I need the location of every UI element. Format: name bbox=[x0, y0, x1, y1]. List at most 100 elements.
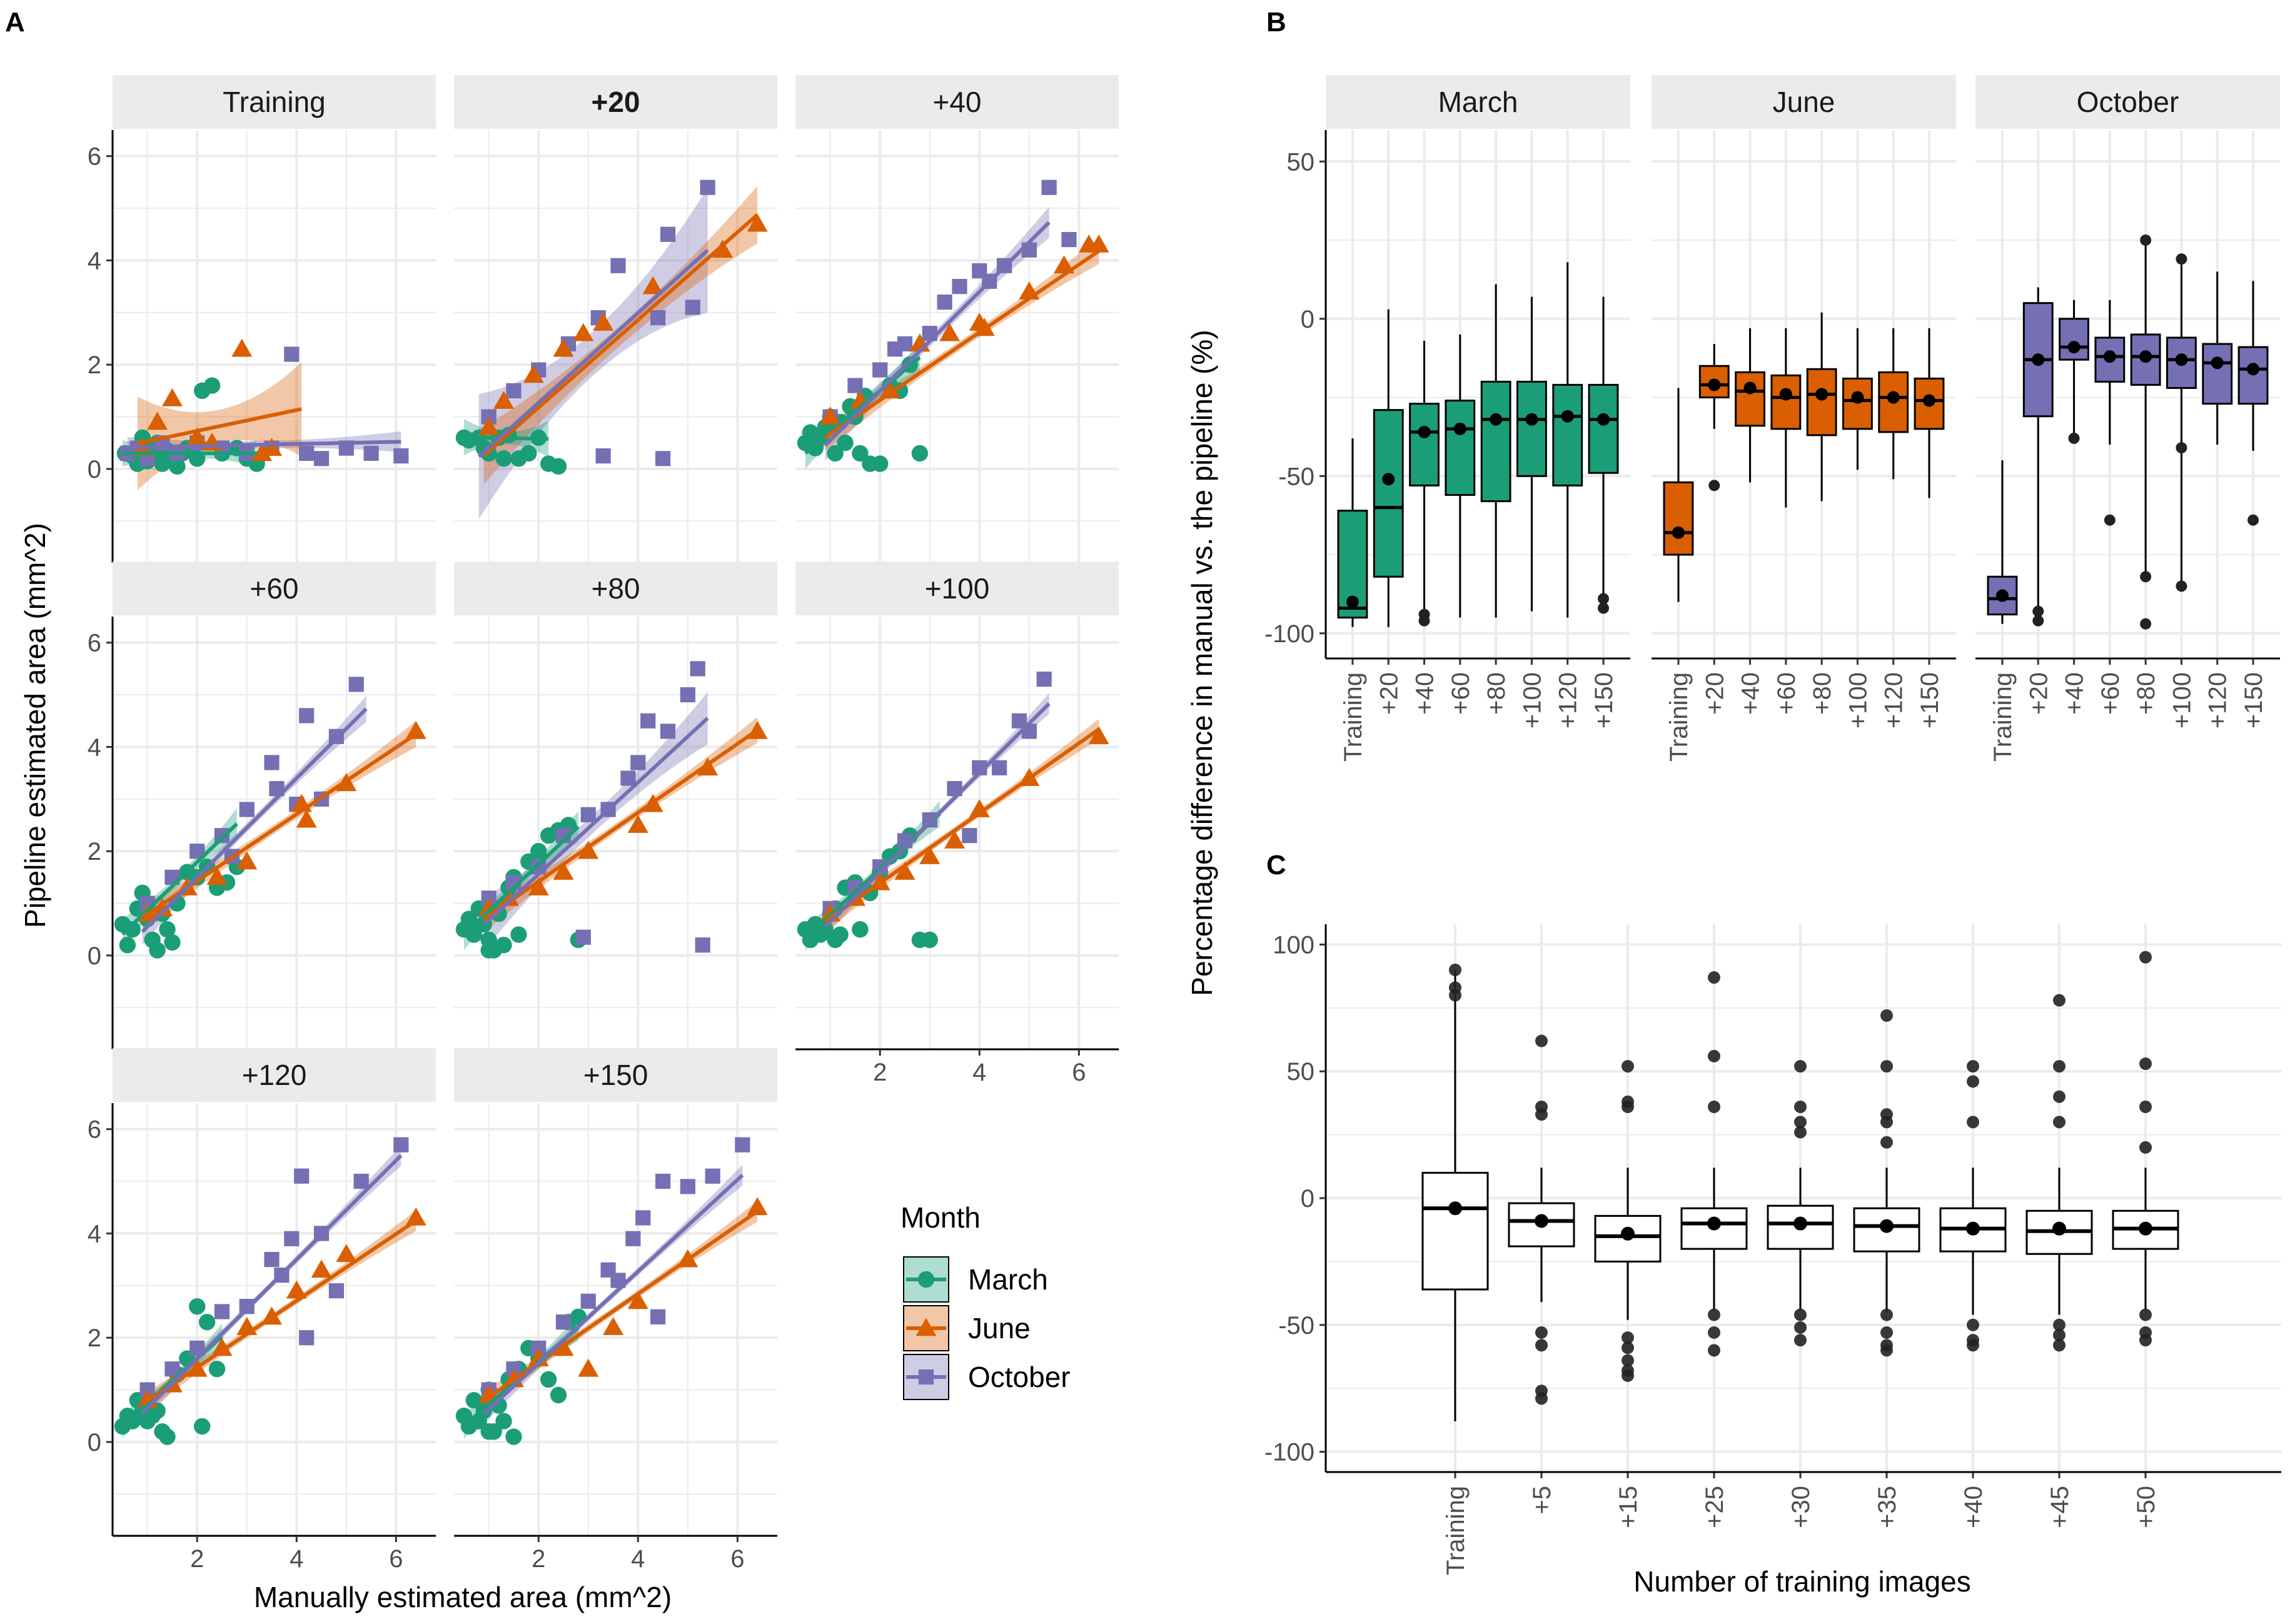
x-tick-label: +60 bbox=[1773, 672, 1800, 715]
box-body bbox=[1770, 374, 1802, 430]
box-plus-20 bbox=[1698, 344, 1730, 492]
mean-point bbox=[2103, 350, 2116, 363]
x-tick-label: +40 bbox=[1960, 1486, 1987, 1528]
y-tick-label: 0 bbox=[88, 942, 101, 970]
outlier-point bbox=[2139, 1101, 2152, 1113]
data-point-june bbox=[261, 438, 283, 456]
facet-strip bbox=[795, 562, 1119, 615]
data-point-march bbox=[159, 1428, 176, 1445]
data-point-june bbox=[236, 851, 258, 870]
outlier-point bbox=[1967, 1060, 1979, 1073]
data-point-june bbox=[405, 720, 426, 739]
x-axis-title: Manually estimated area (mm^2) bbox=[254, 1581, 672, 1613]
fit-line-june bbox=[482, 213, 759, 457]
outlier-point bbox=[2139, 1141, 2152, 1154]
fit-line-june bbox=[824, 249, 1100, 439]
outlier-point bbox=[1967, 1318, 1979, 1331]
data-point-june bbox=[231, 338, 253, 357]
data-point-june bbox=[553, 338, 574, 357]
facet-plus-40: +40 bbox=[795, 75, 1119, 563]
y-axis-title: Pipeline estimated area (mm^2) bbox=[19, 523, 51, 928]
data-point-october bbox=[625, 1231, 641, 1246]
data-point-march bbox=[164, 934, 181, 951]
panel-c: Training +5 +15 +25 +30 +35 +40 +45 +50 100 50 0 -50… bbox=[1264, 924, 2281, 1598]
outlier-point bbox=[1449, 964, 1461, 976]
data-point-october bbox=[393, 448, 409, 464]
mean-point bbox=[2067, 341, 2081, 354]
box-plus-80 bbox=[1480, 284, 1511, 618]
facet-strip-label: Training bbox=[223, 86, 325, 118]
x-tick-label: +15 bbox=[1615, 1486, 1642, 1528]
outlier-point bbox=[1880, 1308, 1893, 1321]
outlier-point bbox=[2140, 571, 2152, 583]
outlier-point bbox=[1708, 1326, 1720, 1339]
facet-training: Training 0 2 4 6 bbox=[88, 75, 436, 563]
data-point-march bbox=[921, 931, 938, 949]
data-point-october bbox=[299, 1330, 315, 1346]
mean-point bbox=[1418, 425, 1431, 438]
data-point-october bbox=[580, 1293, 596, 1309]
facet-june: June Training +20 +40 +60 +80 +100 +120 +150 bbox=[1652, 75, 1956, 762]
data-point-march bbox=[139, 1413, 156, 1430]
outlier-point bbox=[1794, 1101, 1807, 1113]
y-tick-label: 2 bbox=[88, 351, 101, 379]
data-point-june bbox=[879, 380, 900, 399]
facet-strip bbox=[113, 75, 436, 129]
box-plus-150 bbox=[1914, 328, 1945, 498]
x-tick-label: Training bbox=[1339, 672, 1367, 762]
box-body bbox=[1842, 377, 1873, 430]
data-point-october bbox=[1036, 671, 1052, 687]
mean-point bbox=[1525, 413, 1538, 426]
data-point-october bbox=[299, 445, 315, 461]
data-point-october bbox=[393, 1137, 409, 1152]
legend-key-marker bbox=[917, 1271, 935, 1288]
box-plus-40 bbox=[1409, 340, 1440, 627]
facet-march: March Training +20 +40 +60 +80 +100 +120 +150 50 0… bbox=[1264, 75, 1630, 762]
data-point-march bbox=[203, 377, 221, 394]
x-tick-label: Training bbox=[1989, 672, 2017, 762]
y-tick-label: 6 bbox=[88, 143, 101, 171]
box-plus-80 bbox=[2130, 235, 2161, 630]
data-point-october bbox=[299, 708, 315, 724]
outlier-point bbox=[1598, 593, 1610, 605]
x-tick-label: +40 bbox=[1411, 672, 1439, 715]
box-training bbox=[1421, 964, 1489, 1421]
box-plus-15 bbox=[1594, 1060, 1662, 1382]
data-point-october bbox=[680, 687, 695, 703]
data-point-october bbox=[635, 1210, 651, 1226]
y-axis-title: Percentage difference in manual vs. the … bbox=[1186, 330, 1218, 996]
x-tick-label: +40 bbox=[2061, 672, 2089, 715]
data-point-october bbox=[680, 1179, 695, 1194]
fit-line-october bbox=[477, 249, 709, 458]
mean-point bbox=[1707, 1216, 1721, 1231]
data-point-october bbox=[284, 346, 300, 362]
box-body bbox=[1588, 383, 1619, 474]
data-point-june bbox=[498, 887, 519, 906]
data-point-october bbox=[690, 661, 705, 677]
mean-point bbox=[1448, 1201, 1462, 1216]
y-tick-label: -50 bbox=[1278, 1312, 1314, 1339]
panel-letter-a: A bbox=[5, 7, 25, 38]
data-point-june bbox=[528, 1348, 549, 1366]
outlier-point bbox=[1794, 1116, 1807, 1129]
outlier-point bbox=[2032, 615, 2044, 627]
y-tick-label: 2 bbox=[88, 838, 101, 865]
outlier-point bbox=[1708, 1049, 1720, 1062]
y-tick-label: 4 bbox=[88, 1220, 101, 1248]
outlier-point bbox=[2068, 432, 2080, 444]
x-tick-label: +80 bbox=[2132, 672, 2160, 715]
y-tick-label: 2 bbox=[88, 1324, 101, 1352]
data-point-october bbox=[264, 1252, 280, 1268]
data-point-june bbox=[152, 898, 173, 917]
legend-label: March bbox=[968, 1263, 1048, 1296]
box-body bbox=[1409, 403, 1440, 487]
data-point-october bbox=[620, 770, 636, 786]
facet-strip-label: +20 bbox=[591, 86, 640, 118]
box-body bbox=[1421, 1171, 1489, 1291]
facet-strip-label: +40 bbox=[932, 86, 981, 118]
box-body bbox=[1508, 1202, 1575, 1248]
data-point-june bbox=[478, 416, 500, 435]
box-body bbox=[1373, 409, 1404, 578]
fit-line-october bbox=[141, 1154, 403, 1415]
data-point-october bbox=[1061, 231, 1077, 248]
